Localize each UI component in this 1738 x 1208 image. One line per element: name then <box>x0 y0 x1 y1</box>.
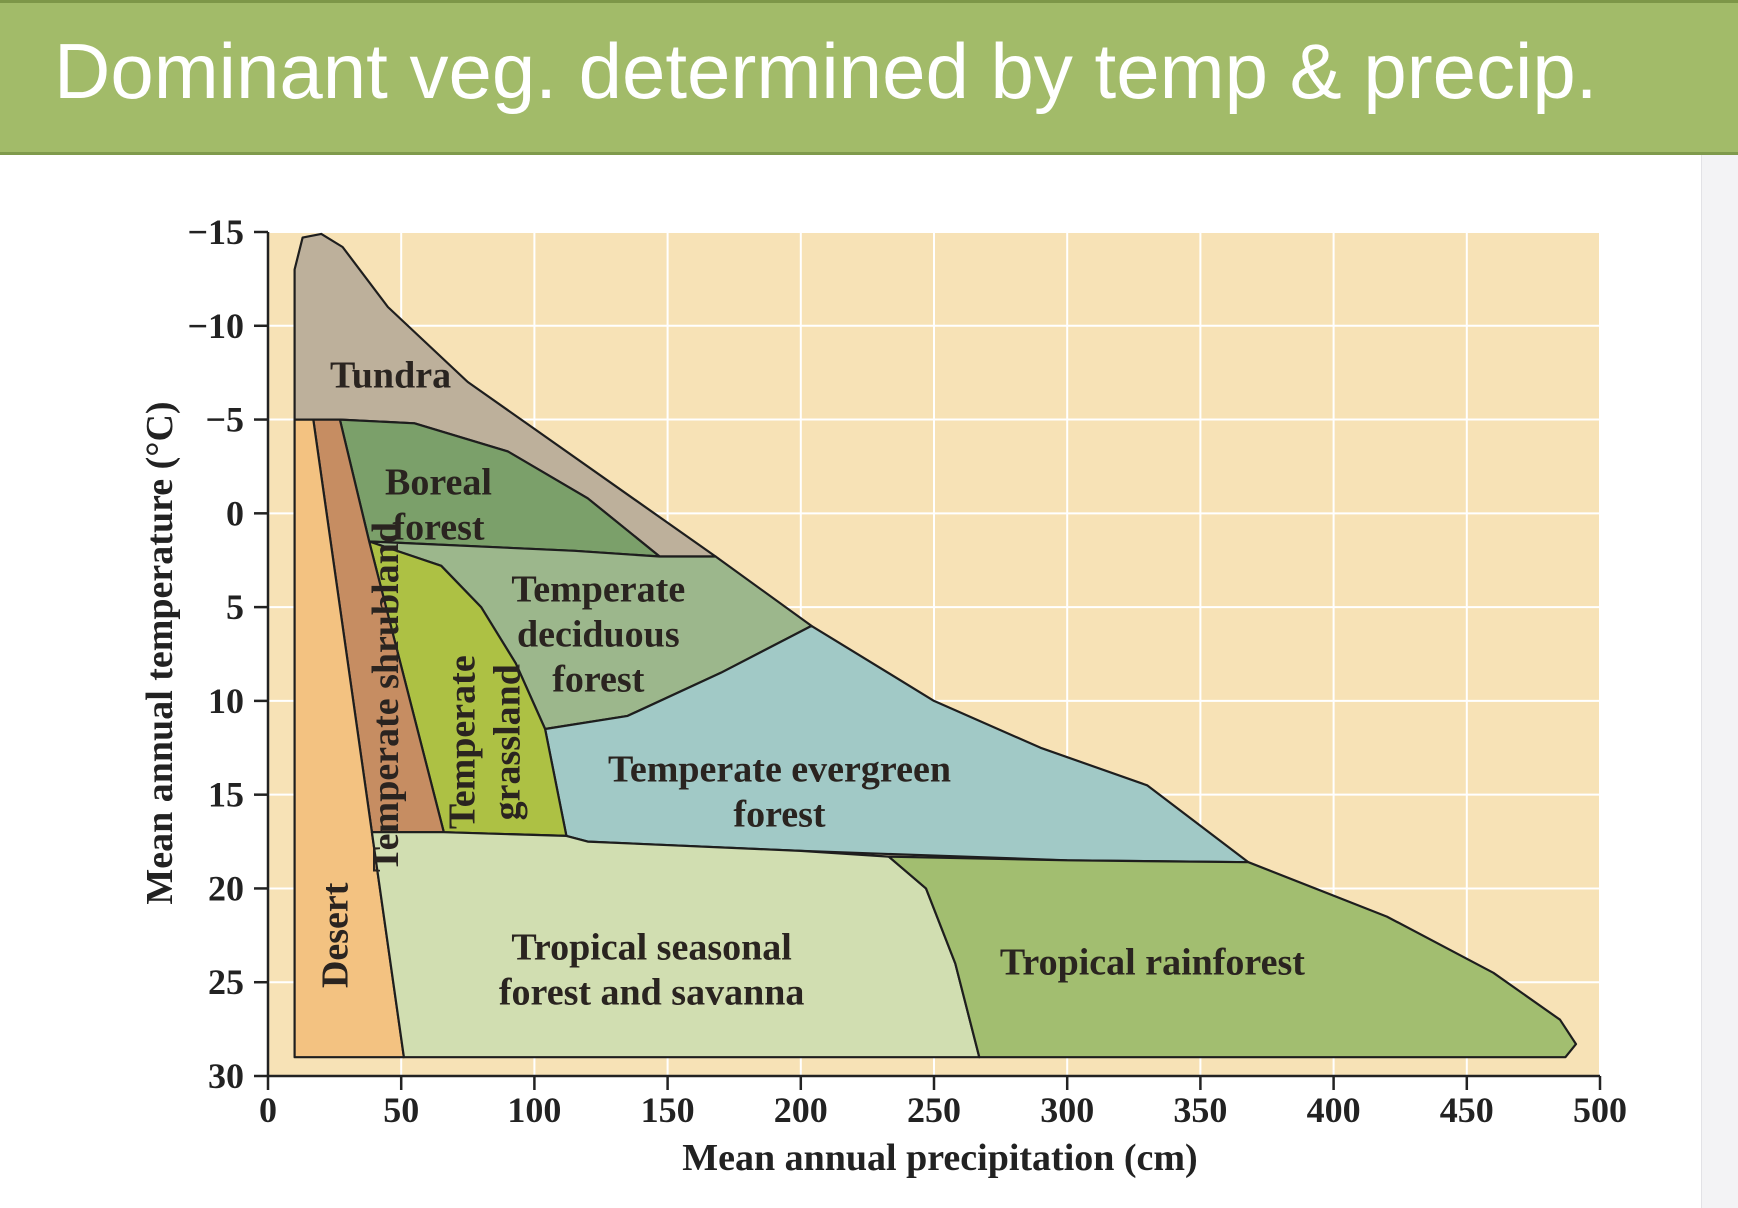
x-tick-label: 500 <box>1573 1090 1627 1130</box>
y-tick-label: −10 <box>187 306 244 346</box>
region-label-line: Tundra <box>330 355 451 397</box>
y-tick-label: −15 <box>187 212 244 252</box>
region-tropical-rainforest <box>887 855 1578 1059</box>
label-tundra: Tundra <box>330 355 451 397</box>
y-tick-label: 5 <box>226 587 244 627</box>
region-label-line: Tropical rainforest <box>1000 942 1305 984</box>
x-tick-label: 50 <box>383 1090 419 1130</box>
region-label-line: grassland <box>486 664 528 820</box>
region-label-line: forest <box>733 793 825 835</box>
x-tick-label: 0 <box>259 1090 277 1130</box>
x-tick-label: 250 <box>907 1090 961 1130</box>
label-tropical-rainforest: Tropical rainforest <box>1000 942 1305 984</box>
axes: 0 50 100 150 200 250 300 350 400 450 500 −15 −10 −5 0 5… <box>187 212 1627 1130</box>
y-tick-label: 0 <box>226 493 244 533</box>
y-tick-label: −5 <box>205 400 244 440</box>
x-tick-label: 200 <box>774 1090 828 1130</box>
region-label-line: Desert <box>315 882 357 988</box>
label-desert: Desert <box>315 882 357 988</box>
label-temperate-shrubland: Temperate shrubland <box>365 522 407 872</box>
biome-labels: TundraBorealforestTemperatedeciduousfore… <box>315 355 1306 1014</box>
region-label-line: Temperate evergreen <box>608 748 951 790</box>
title-bar: Dominant veg. determined by temp & preci… <box>0 0 1738 155</box>
region-label-line: Temperate <box>511 568 685 610</box>
region-label-line: forest and savanna <box>499 972 804 1014</box>
region-label-line: Temperate <box>441 655 483 829</box>
region-label-line: forest <box>392 507 484 549</box>
region-label-line: Boreal <box>385 462 492 504</box>
biome-regions <box>293 232 1578 1059</box>
x-tick-label: 150 <box>641 1090 695 1130</box>
x-tick-label: 450 <box>1440 1090 1494 1130</box>
region-label-line: Tropical seasonal <box>511 927 791 969</box>
region-label-line: forest <box>552 658 644 700</box>
right-edge-panel <box>1701 155 1738 1208</box>
region-label-line: deciduous <box>517 613 680 655</box>
x-tick-label: 350 <box>1173 1090 1227 1130</box>
x-tick-label: 400 <box>1307 1090 1361 1130</box>
x-tick-label: 300 <box>1040 1090 1094 1130</box>
x-axis-label: Mean annual precipitation (cm) <box>682 1137 1197 1179</box>
y-tick-label: 15 <box>208 775 244 815</box>
y-tick-label: 10 <box>208 681 244 721</box>
y-tick-label: 25 <box>208 962 244 1002</box>
slide-title: Dominant veg. determined by temp & preci… <box>54 27 1598 115</box>
label-temperate-grassland: Temperate grassland <box>441 655 528 829</box>
y-axis-label: Mean annual temperature (°C) <box>139 401 181 904</box>
region-label-line: Temperate shrubland <box>365 522 407 872</box>
x-tick-label: 100 <box>507 1090 561 1130</box>
y-tick-label: 20 <box>208 868 244 908</box>
y-tick-label: 30 <box>208 1056 244 1096</box>
